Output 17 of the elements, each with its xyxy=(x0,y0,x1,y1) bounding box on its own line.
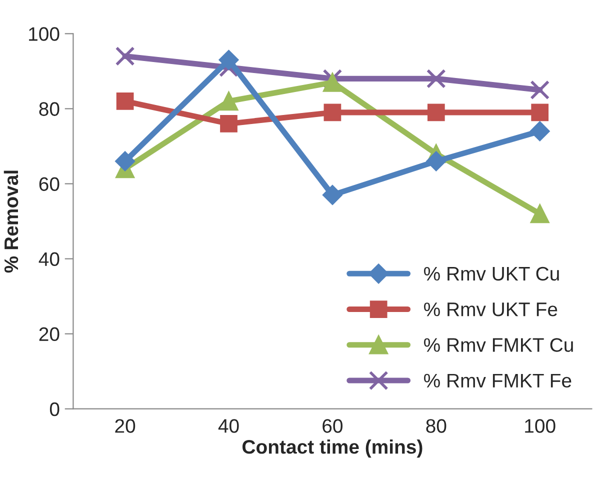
legend-label: % Rmv FMKT Cu xyxy=(424,338,573,352)
x-tick-label: 60 xyxy=(322,419,343,433)
legend-label: % Rmv UKT Cu xyxy=(424,266,559,281)
x-tick-label: 40 xyxy=(218,419,239,433)
legend-label: % Rmv UKT Fe xyxy=(424,302,558,316)
x-tick-label: 100 xyxy=(525,419,556,433)
y-tick-label: 80 xyxy=(39,102,60,116)
x-tick-label: 20 xyxy=(115,419,136,433)
y-tick-label: 40 xyxy=(38,252,60,266)
legend-label: % Rmv FMKT Fe xyxy=(424,374,572,388)
y-tick-label: 20 xyxy=(39,327,60,342)
y-tick-label: 60 xyxy=(39,177,60,191)
x-axis-title: Contact time (mins) xyxy=(242,439,422,458)
y-axis-title: % Removal xyxy=(4,170,18,273)
y-tick-label: 0 xyxy=(50,402,60,416)
x-tick-label: 80 xyxy=(426,419,446,433)
y-tick-label: 100 xyxy=(29,27,60,41)
